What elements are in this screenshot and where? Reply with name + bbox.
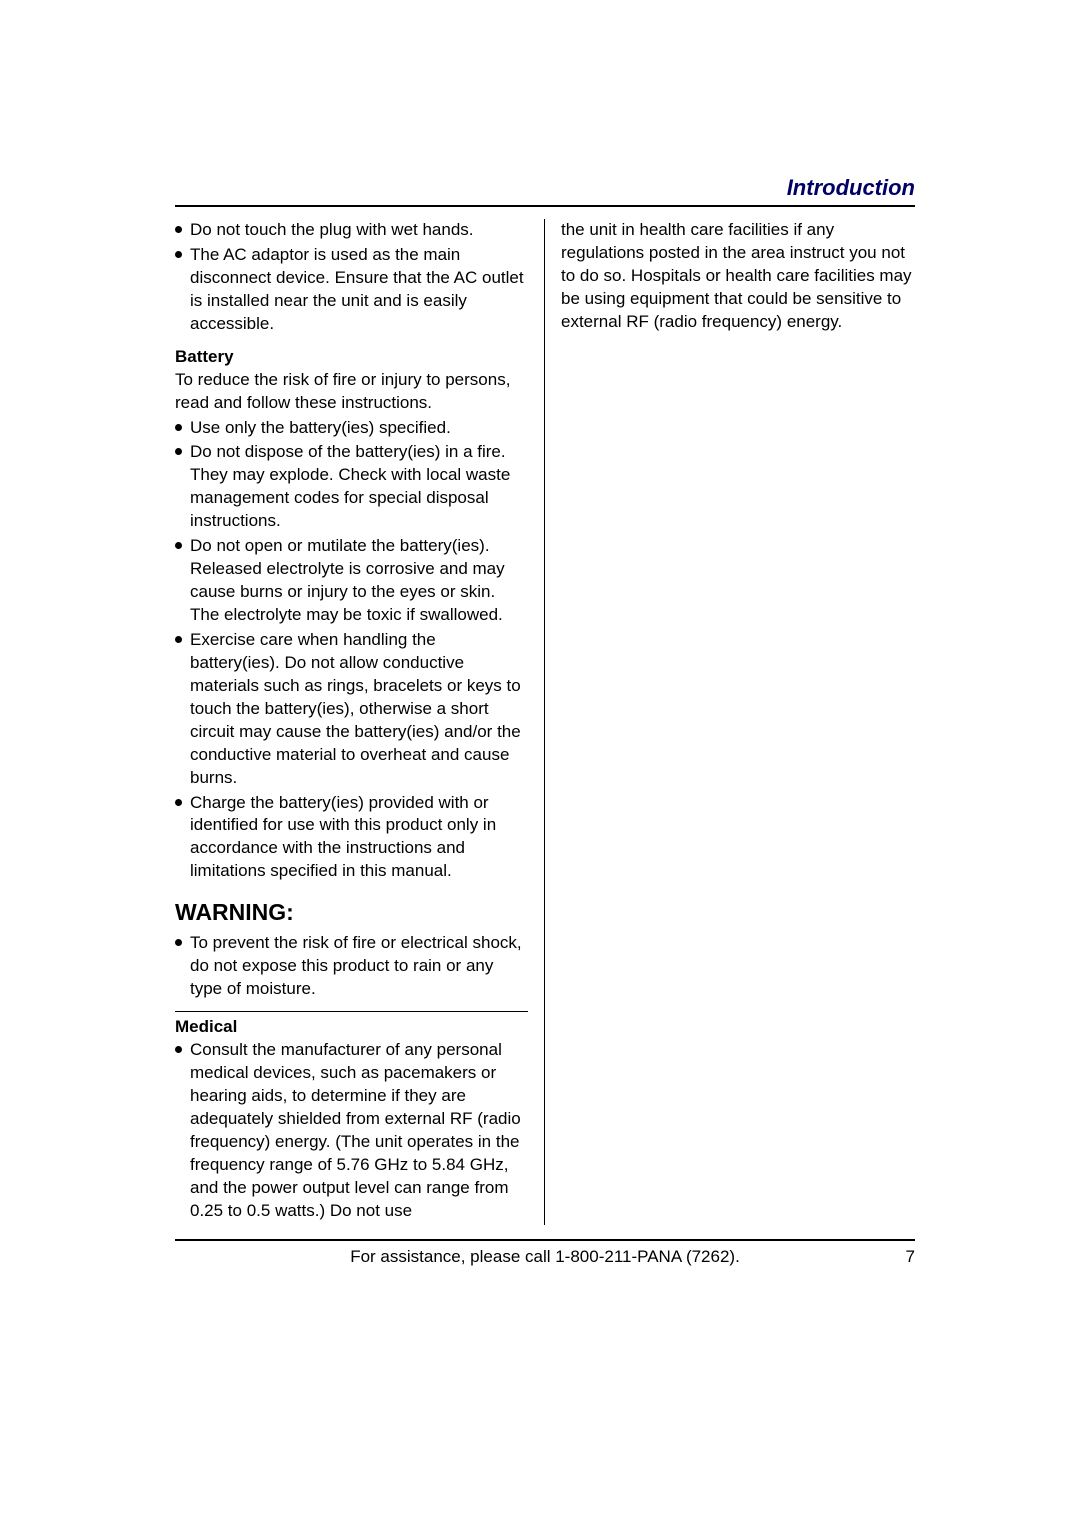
list-item: Do not dispose of the battery(ies) in a … [175,441,528,533]
battery-intro: To reduce the risk of fire or injury to … [175,369,528,415]
warning-heading: WARNING: [175,897,528,928]
footer-assistance-text: For assistance, please call 1-800-211-PA… [350,1247,740,1267]
list-item: Exercise care when handling the battery(… [175,629,528,790]
list-item: Do not open or mutilate the battery(ies)… [175,535,528,627]
page-number: 7 [906,1247,915,1267]
medical-bullet-list: Consult the manufacturer of any personal… [175,1039,528,1223]
list-item: Use only the battery(ies) specified. [175,417,528,440]
divider [175,1011,528,1012]
list-item: Charge the battery(ies) provided with or… [175,792,528,884]
page-footer: For assistance, please call 1-800-211-PA… [175,1239,915,1267]
page-header-title: Introduction [175,175,915,207]
content-columns: Do not touch the plug with wet hands. Th… [175,219,915,1225]
warning-bullet-list: To prevent the risk of fire or electrica… [175,932,528,1001]
battery-heading: Battery [175,346,528,369]
list-item: Do not touch the plug with wet hands. [175,219,528,242]
battery-bullet-list: Use only the battery(ies) specified. Do … [175,417,528,884]
medical-heading: Medical [175,1016,528,1039]
list-item: To prevent the risk of fire or electrica… [175,932,528,1001]
continuation-text: the unit in health care facilities if an… [561,219,915,334]
top-bullet-list: Do not touch the plug with wet hands. Th… [175,219,528,336]
list-item: Consult the manufacturer of any personal… [175,1039,528,1223]
left-column: Do not touch the plug with wet hands. Th… [175,219,545,1225]
list-item: The AC adaptor is used as the main disco… [175,244,528,336]
right-column: the unit in health care facilities if an… [545,219,915,1225]
